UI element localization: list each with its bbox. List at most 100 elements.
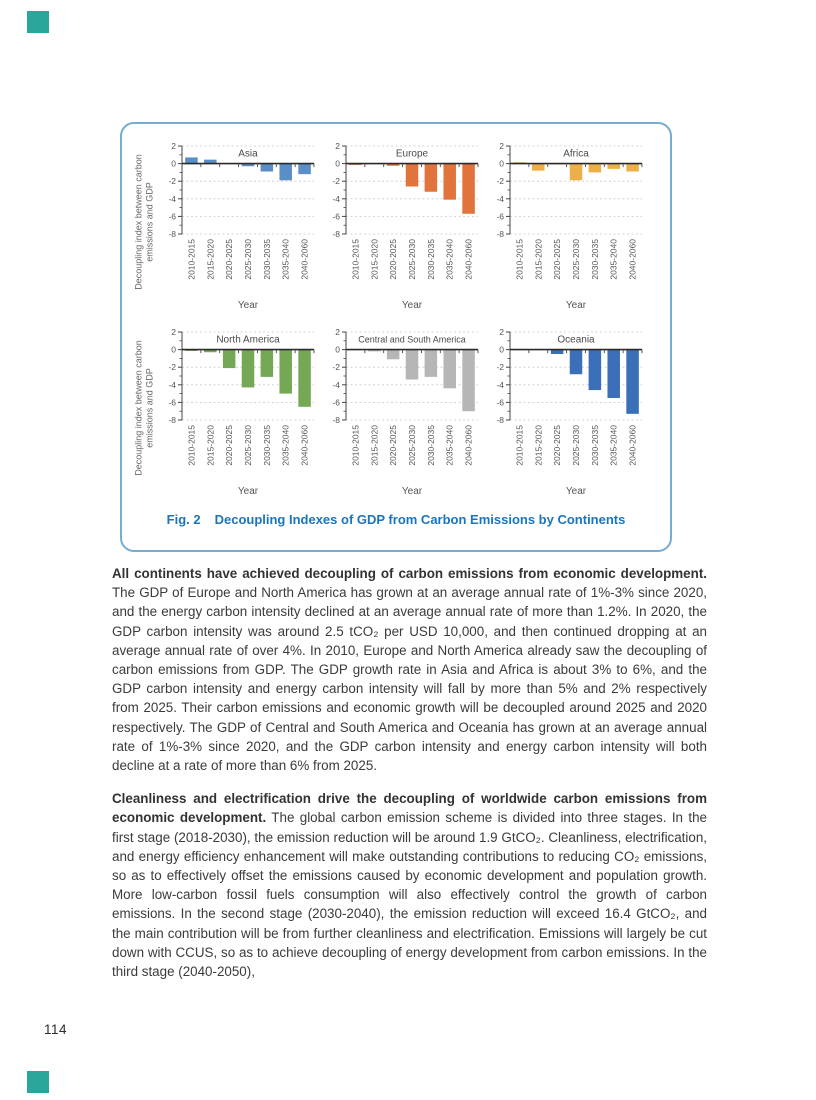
y-tick-label: 2 xyxy=(335,141,340,151)
page-number: 114 xyxy=(44,1022,68,1037)
x-tick-label: 2025-2030 xyxy=(571,239,581,280)
bar-chart: 2 0 -2 -4 -6 -8 Oceania 2010-2015 2015-2020 2020-… xyxy=(496,327,643,497)
x-tick-label: 2015-2020 xyxy=(205,425,215,466)
x-tick-label: 2020-2025 xyxy=(224,239,234,280)
x-tick-label: 2025-2030 xyxy=(407,425,417,466)
y-tick-label: -2 xyxy=(332,362,340,372)
y-tick-label: -8 xyxy=(168,229,176,239)
y-tick-label: -4 xyxy=(496,194,504,204)
bar-2035-2040 xyxy=(607,163,620,169)
x-tick-label: 2035-2040 xyxy=(609,239,619,280)
chart-title: Oceania xyxy=(557,335,595,346)
x-tick-label: 2040-2060 xyxy=(628,425,638,466)
x-tick-label: 2030-2035 xyxy=(426,425,436,466)
y-tick-label: 0 xyxy=(499,345,504,355)
x-tick-label: 2035-2040 xyxy=(281,425,291,466)
bar-2020-2025 xyxy=(386,163,400,166)
chart-row-1: Decoupling index between carbon emission… xyxy=(132,136,660,322)
x-tick-label: 2015-2020 xyxy=(205,239,215,280)
y-tick-label: -2 xyxy=(496,176,504,186)
bar-2030-2035 xyxy=(424,163,438,192)
y-tick-label: -6 xyxy=(496,211,504,221)
y-tick-label: -4 xyxy=(168,380,176,390)
y-tick-label: -8 xyxy=(168,415,176,425)
x-axis-title: Year xyxy=(402,486,423,497)
bar-2025-2030 xyxy=(405,349,419,380)
y-tick-label: -2 xyxy=(168,176,176,186)
x-tick-label: 2040-2060 xyxy=(464,239,474,280)
chart-asia: 2 0 -2 -4 -6 -8 Asia 2010-2015 2015-2020 2020-202… xyxy=(156,136,320,322)
bar-2015-2020 xyxy=(368,349,381,352)
y-tick-label: -6 xyxy=(332,211,340,221)
figure-caption-number: Fig. 2 xyxy=(166,512,201,527)
figure-caption: Fig. 2 Decoupling Indexes of GDP from Car… xyxy=(132,512,660,527)
y-tick-label: -6 xyxy=(496,397,504,407)
bar-2040-2060 xyxy=(298,349,311,407)
bar-2025-2030 xyxy=(569,349,583,375)
bar-2010-2015 xyxy=(185,157,198,164)
paragraph-1-lead: All continents have achieved decoupling … xyxy=(112,566,707,581)
chart-africa: 2 0 -2 -4 -6 -8 Africa 2010-2015 2015-2020 2020-2… xyxy=(484,136,648,322)
x-tick-label: 2015-2020 xyxy=(533,239,543,280)
x-tick-label: 2020-2025 xyxy=(552,425,562,466)
bar-2040-2060 xyxy=(626,163,639,172)
x-tick-label: 2035-2040 xyxy=(609,425,619,466)
accent-square-bottom xyxy=(27,1071,49,1093)
bar-2020-2025 xyxy=(550,349,564,354)
x-tick-label: 2040-2060 xyxy=(300,239,310,280)
y-tick-label: 0 xyxy=(335,345,340,355)
paragraph-1-rest: The GDP of Europe and North America has … xyxy=(112,585,707,774)
y-tick-label: -8 xyxy=(332,415,340,425)
paragraph-2: Cleanliness and electrification drive th… xyxy=(112,789,707,981)
bar-2030-2035 xyxy=(588,163,602,173)
chart-oceania: 2 0 -2 -4 -6 -8 Oceania 2010-2015 2015-2020 2020-… xyxy=(484,322,648,508)
x-tick-label: 2025-2030 xyxy=(243,239,253,280)
chart-title: Africa xyxy=(563,149,589,160)
x-tick-label: 2035-2040 xyxy=(281,239,291,280)
accent-square-top xyxy=(27,11,49,33)
chart-title: Europe xyxy=(396,149,429,160)
chart-central-and-south-america: 2 0 -2 -4 -6 -8 Central and South America 2010-… xyxy=(320,322,484,508)
x-tick-label: 2015-2020 xyxy=(369,425,379,466)
bar-2035-2040 xyxy=(443,163,456,200)
x-axis-title: Year xyxy=(402,300,423,311)
x-tick-label: 2010-2015 xyxy=(350,425,360,466)
bar-2035-2040 xyxy=(443,349,456,389)
y-tick-label: 0 xyxy=(171,345,176,355)
x-tick-label: 2020-2025 xyxy=(388,425,398,466)
bar-2040-2060 xyxy=(462,163,475,214)
paragraph-2-rest: The global carbon emission scheme is div… xyxy=(112,810,707,980)
y-tick-label: -4 xyxy=(168,194,176,204)
x-tick-label: 2030-2035 xyxy=(262,239,272,280)
y-tick-label: -4 xyxy=(332,380,340,390)
bar-2040-2060 xyxy=(626,349,639,414)
chart-title: Asia xyxy=(238,149,258,160)
y-tick-label: -4 xyxy=(332,194,340,204)
bar-2025-2030 xyxy=(241,163,255,167)
x-tick-label: 2030-2035 xyxy=(426,239,436,280)
y-tick-label: 0 xyxy=(499,159,504,169)
x-tick-label: 2035-2040 xyxy=(445,425,455,466)
bar-chart: 2 0 -2 -4 -6 -8 North America 2010-2015 2015-202… xyxy=(168,327,315,497)
y-axis-label-text: Decoupling index between carbon emission… xyxy=(134,323,155,493)
x-tick-label: 2030-2035 xyxy=(262,425,272,466)
y-tick-label: -2 xyxy=(332,176,340,186)
x-axis-title: Year xyxy=(238,486,259,497)
x-tick-label: 2025-2030 xyxy=(407,239,417,280)
y-tick-label: 2 xyxy=(335,327,340,337)
bar-2025-2030 xyxy=(241,349,255,388)
y-tick-label: -4 xyxy=(496,380,504,390)
bar-2015-2020 xyxy=(204,349,217,353)
x-tick-label: 2030-2035 xyxy=(590,239,600,280)
y-tick-label: -8 xyxy=(496,229,504,239)
bar-2030-2035 xyxy=(588,349,602,391)
x-tick-label: 2015-2020 xyxy=(533,425,543,466)
chart-europe: 2 0 -2 -4 -6 -8 Europe 2010-2015 2015-2020 2020-2… xyxy=(320,136,484,322)
bar-2035-2040 xyxy=(607,349,620,398)
bar-2025-2030 xyxy=(405,163,419,187)
x-tick-label: 2010-2015 xyxy=(514,239,524,280)
x-tick-label: 2010-2015 xyxy=(350,239,360,280)
bar-2035-2040 xyxy=(279,349,292,394)
y-axis-label-line2: emissions and GDP xyxy=(144,367,154,448)
bar-chart: 2 0 -2 -4 -6 -8 Africa 2010-2015 2015-2020 2020-2… xyxy=(496,141,643,311)
